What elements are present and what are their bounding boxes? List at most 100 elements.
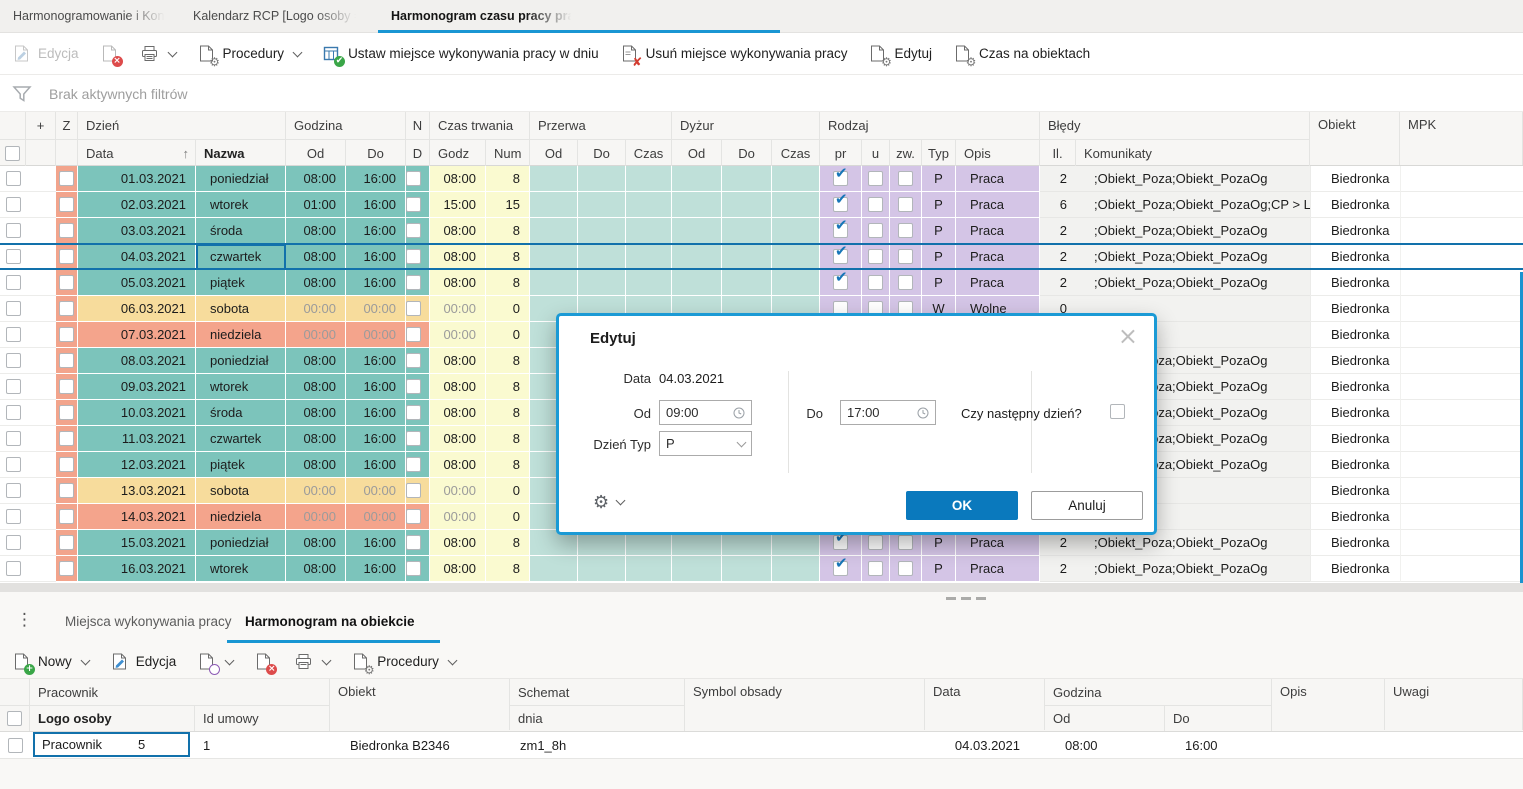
cell-nazwa[interactable]: środa <box>196 218 286 244</box>
cell-z[interactable] <box>56 556 78 582</box>
cell-data[interactable]: 04.03.2021 <box>925 732 1045 759</box>
cell-nazwa[interactable]: poniedział <box>196 166 286 192</box>
cell-mpk[interactable] <box>1400 270 1523 296</box>
row-checkbox[interactable] <box>59 561 74 576</box>
cell-sel[interactable] <box>0 478 26 504</box>
cell-typ[interactable]: P <box>922 166 956 192</box>
cell-z[interactable] <box>56 322 78 348</box>
ok-button[interactable]: OK <box>906 491 1018 520</box>
cell-z[interactable] <box>56 192 78 218</box>
cell-num[interactable]: 8 <box>486 348 530 374</box>
cell-z[interactable] <box>56 296 78 322</box>
cell-godz[interactable]: 00:00 <box>430 478 486 504</box>
cell-ddo[interactable] <box>722 244 772 270</box>
cell-sel[interactable] <box>0 374 26 400</box>
row-checkbox[interactable] <box>6 223 21 238</box>
cell-godz[interactable]: 08:00 <box>430 374 486 400</box>
zw-checkbox[interactable] <box>898 197 913 212</box>
cell-uwagi[interactable] <box>1385 732 1523 759</box>
cell-nazwa[interactable]: poniedział <box>196 530 286 556</box>
pr-checkbox[interactable] <box>833 223 848 238</box>
cell-gdo[interactable]: 16:00 <box>346 426 406 452</box>
cell-zw[interactable] <box>890 218 922 244</box>
cell-gdo[interactable]: 16:00 <box>346 192 406 218</box>
tab-harmonogramowanie-i-kontrola[interactable]: Harmonogramowanie i Kontrola RCP <box>0 0 180 32</box>
filter-funnel-icon[interactable] <box>12 85 32 103</box>
print-button[interactable] <box>294 652 330 671</box>
cell-u[interactable] <box>862 166 890 192</box>
zw-checkbox[interactable] <box>898 171 913 186</box>
cell-plus[interactable] <box>26 322 56 348</box>
cell-plus[interactable] <box>26 192 56 218</box>
cell-nazwa[interactable]: sobota <box>196 478 286 504</box>
column-header-typ[interactable]: Typ <box>922 140 956 166</box>
day-type-select[interactable]: P <box>659 431 752 456</box>
delete-row-button[interactable]: × <box>100 44 119 63</box>
cell-pczas[interactable] <box>626 218 672 244</box>
cell-godz[interactable]: 08:00 <box>430 166 486 192</box>
close-icon[interactable]: × <box>1118 322 1138 350</box>
cell-mpk[interactable] <box>1400 192 1523 218</box>
cell-sel[interactable] <box>0 244 26 270</box>
cell-dczas[interactable] <box>772 244 820 270</box>
table-row[interactable]: 01.03.2021poniedział08:0016:0008:008PPra… <box>0 166 1523 192</box>
cell-il[interactable]: 2 <box>1040 218 1076 244</box>
document-history-button[interactable] <box>197 652 233 671</box>
row-checkbox[interactable] <box>406 405 421 420</box>
table-row[interactable]: 04.03.2021czwartek08:0016:0008:008PPraca… <box>0 244 1523 270</box>
print-button[interactable] <box>140 44 176 63</box>
row-checkbox[interactable] <box>59 483 74 498</box>
row-checkbox[interactable] <box>406 301 421 316</box>
row-checkbox[interactable] <box>6 275 21 290</box>
cell-opis[interactable]: Praca <box>956 270 1040 296</box>
cell-god[interactable]: 00:00 <box>286 296 346 322</box>
tab-miejsca-wykonywania-pracy[interactable]: Miejsca wykonywania pracy <box>65 614 232 629</box>
cell-kom[interactable]: ;Obiekt_Poza;Obiekt_PozaOg;CP > LI <box>1076 192 1310 218</box>
row-checkbox[interactable] <box>59 379 74 394</box>
cell-pr[interactable] <box>820 218 862 244</box>
cell-sel[interactable] <box>0 322 26 348</box>
column-header-data[interactable]: Data↑ <box>78 140 196 166</box>
column-header-ddo[interactable]: Do <box>722 140 772 166</box>
cell-opis[interactable]: Praca <box>956 192 1040 218</box>
cell-data[interactable]: 08.03.2021 <box>78 348 196 374</box>
cell-nazwa[interactable]: czwartek <box>196 426 286 452</box>
column-header-sel[interactable] <box>0 706 30 731</box>
cell-plus[interactable] <box>26 374 56 400</box>
panel-splitter[interactable] <box>0 583 1523 592</box>
cell-obiekt[interactable]: Biedronka <box>1310 504 1400 530</box>
ustaw-miejsce-button[interactable]: ✔ Ustaw miejsce wykonywania pracy w dniu <box>322 44 599 63</box>
cell-obiekt[interactable]: Biedronka <box>1310 478 1400 504</box>
cell-kom[interactable]: ;Obiekt_Poza;Obiekt_PozaOg <box>1076 270 1310 296</box>
cell-schemat[interactable]: zm1_8h <box>510 732 685 759</box>
cell-z[interactable] <box>56 244 78 270</box>
cell-z[interactable] <box>56 166 78 192</box>
cell-god[interactable]: 08:00 <box>286 426 346 452</box>
column-header-plus[interactable] <box>26 140 56 166</box>
cell-typ[interactable]: P <box>922 218 956 244</box>
cell-pczas[interactable] <box>626 192 672 218</box>
cell-plus[interactable] <box>26 452 56 478</box>
cell-il[interactable]: 2 <box>1040 270 1076 296</box>
cell-god[interactable]: 08:00 <box>286 556 346 582</box>
pr-checkbox[interactable] <box>833 249 848 264</box>
cell-dod[interactable] <box>672 218 722 244</box>
cell-sel[interactable] <box>0 166 26 192</box>
cell-mpk[interactable] <box>1400 556 1523 582</box>
usun-miejsce-button[interactable]: ✘ Usuń miejsce wykonywania pracy <box>620 44 848 63</box>
cell-z[interactable] <box>56 452 78 478</box>
cell-godz[interactable]: 00:00 <box>430 296 486 322</box>
pr-checkbox[interactable] <box>833 197 848 212</box>
cell-data[interactable]: 07.03.2021 <box>78 322 196 348</box>
u-checkbox[interactable] <box>868 171 883 186</box>
tab-harmonogram-na-obiekcie[interactable]: Harmonogram na obiekcie <box>245 614 415 629</box>
row-checkbox[interactable] <box>6 431 21 446</box>
row-checkbox[interactable] <box>59 509 74 524</box>
row-checkbox[interactable] <box>6 171 21 186</box>
cell-mpk[interactable] <box>1400 322 1523 348</box>
cell-nd[interactable] <box>406 556 430 582</box>
row-checkbox[interactable] <box>406 535 421 550</box>
cell-godz[interactable]: 08:00 <box>430 400 486 426</box>
u-checkbox[interactable] <box>868 535 883 550</box>
column-header-schemat[interactable]: dnia <box>510 706 685 731</box>
